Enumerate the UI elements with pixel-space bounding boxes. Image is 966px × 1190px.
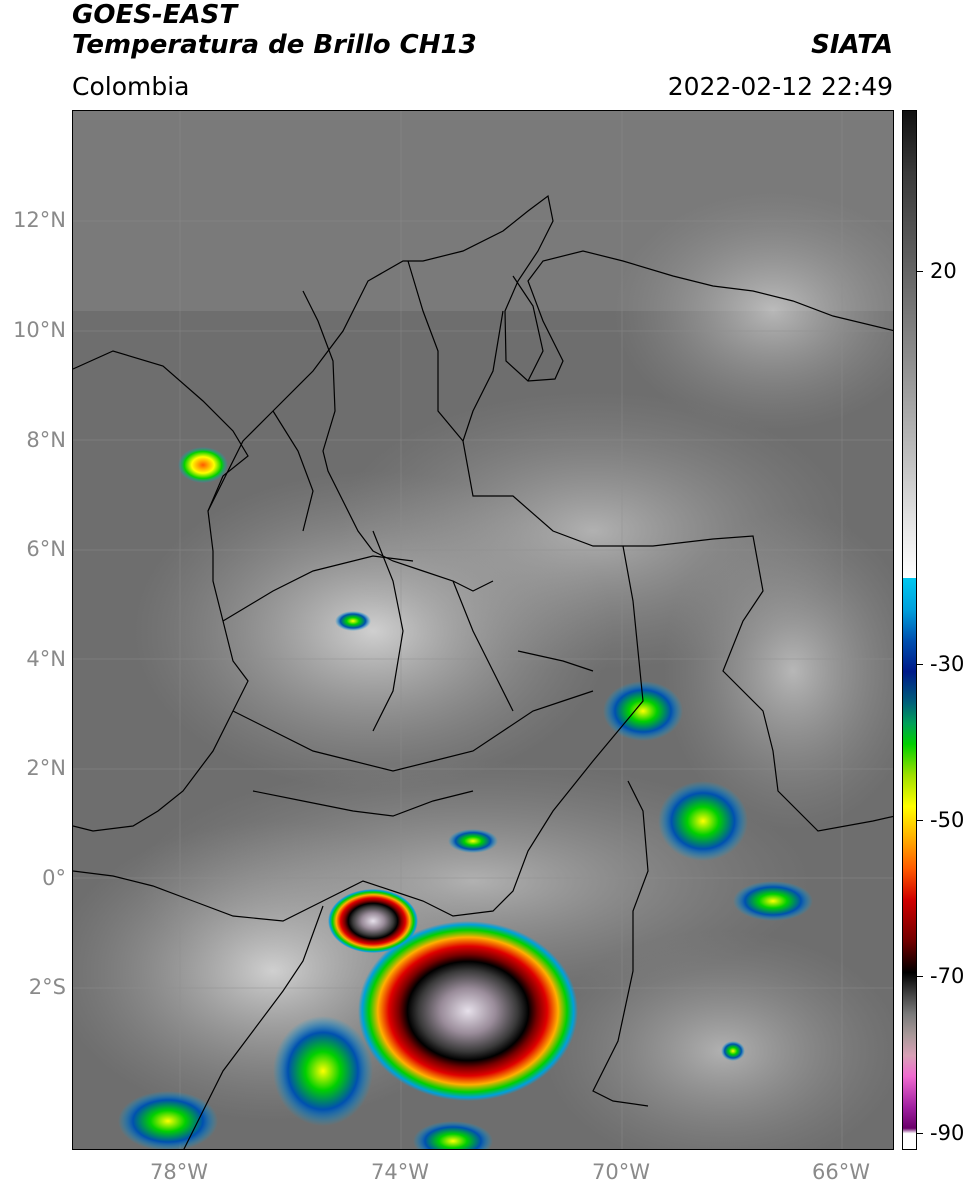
lat-label-2n: 2°N bbox=[26, 756, 66, 780]
lat-label-4n: 4°N bbox=[26, 647, 66, 671]
satellite-map[interactable] bbox=[72, 110, 894, 1150]
brand-label: SIATA bbox=[811, 30, 893, 60]
lon-label-74w: 74°W bbox=[371, 1160, 429, 1184]
colorbar-tick-minus70 bbox=[917, 976, 923, 977]
product-title: Temperatura de Brillo CH13 bbox=[72, 30, 477, 60]
lon-label-78w: 78°W bbox=[150, 1160, 208, 1184]
datetime-label: 2022-02-12 22:49 bbox=[667, 72, 893, 101]
colorbar-tick-minus50 bbox=[917, 820, 923, 821]
lat-label-12n: 12°N bbox=[13, 208, 66, 232]
colorbar-label-minus30: -30 bbox=[930, 652, 965, 676]
colorbar-tick-minus90 bbox=[917, 1133, 923, 1134]
lat-label-6n: 6°N bbox=[26, 537, 66, 561]
colorbar-label-minus50: -50 bbox=[930, 808, 965, 832]
colorbar-tick-20 bbox=[917, 271, 923, 272]
region-label: Colombia bbox=[72, 72, 190, 101]
colorbar-tick-minus30 bbox=[917, 664, 923, 665]
lat-label-0: 0° bbox=[42, 866, 66, 890]
colorbar-label-minus90: -90 bbox=[930, 1121, 965, 1145]
lat-label-10n: 10°N bbox=[13, 318, 66, 342]
lat-label-8n: 8°N bbox=[26, 428, 66, 452]
lon-label-70w: 70°W bbox=[592, 1160, 650, 1184]
satellite-title: GOES-EAST bbox=[72, 0, 238, 30]
temperature-colorbar bbox=[902, 110, 917, 1150]
lat-label-2s: 2°S bbox=[28, 975, 66, 999]
lon-label-66w: 66°W bbox=[812, 1160, 870, 1184]
colorbar-label-20: 20 bbox=[930, 259, 957, 283]
satellite-imagery bbox=[73, 111, 893, 1149]
colorbar-label-minus70: -70 bbox=[930, 964, 965, 988]
